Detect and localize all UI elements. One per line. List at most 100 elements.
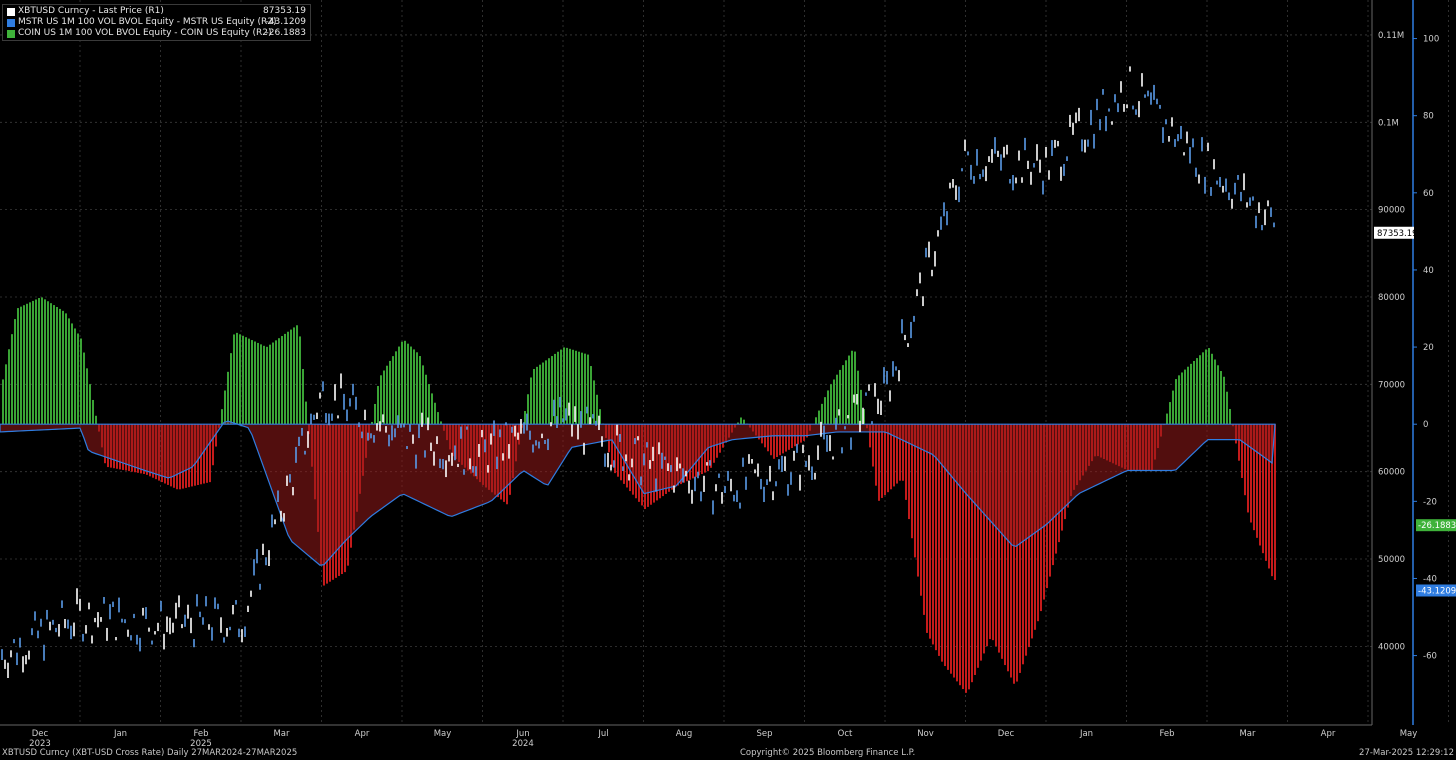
coin-bar [989,424,991,640]
r2-tick-label: -20 [1423,497,1437,507]
coin-bar [1004,424,1006,666]
r1-tick-label: 60000 [1378,468,1405,478]
x-tick-label: Dec [32,729,49,739]
coin-bar [86,368,88,425]
x-tick-label: Jan [113,729,127,739]
coin-bar [821,403,823,425]
coin-bar [53,305,55,425]
coin-bar [611,424,613,467]
coin-bar [884,424,886,496]
coin-bar [1256,424,1258,538]
coin-bar [1001,424,1003,659]
r1-tick-label: 80000 [1378,293,1405,303]
coin-bar [1241,424,1243,478]
r2-tick-label: 40 [1423,266,1434,276]
coin-bar [944,424,946,667]
legend-item-mstr: MSTR US 1M 100 VOL BVOL Equity - MSTR US… [7,17,306,28]
coin-bar [5,364,7,425]
coin-bar [47,301,49,425]
legend-label: XBTUSD Curncy - Last Price (R1) [18,6,164,16]
coin-bar [599,409,601,425]
coin-bar [2,379,4,425]
mstr-area [0,420,1276,566]
coin-bar [1211,353,1213,425]
coin-bar [881,424,883,498]
coin-bar [59,308,61,425]
coin-bar [593,380,595,425]
coin-bar [1019,424,1021,673]
legend-value: -26.1883 [265,28,306,38]
coin-bar [1166,413,1168,425]
coin-bar [566,347,568,425]
coin-bar [1175,379,1177,425]
x-tick-label: Jun [515,729,529,739]
r2-tick-label: -60 [1423,652,1437,662]
coin-bar [245,337,247,425]
r1-tick-label: 50000 [1378,555,1405,565]
coin-bar [296,325,298,425]
coin-bar [1265,424,1267,561]
coin-bar [773,424,775,459]
x-tick-label: May [1400,729,1418,739]
coin-bar [1226,391,1228,425]
coin-bar [845,360,847,425]
coin-bar [923,424,925,615]
coin-bar [860,389,862,425]
coin-bar [890,424,892,490]
coin-bar [977,424,979,668]
coin-bar [902,424,904,481]
coin-bar [584,353,586,425]
coin-bar [1208,348,1210,425]
mstr-area-series [0,420,1276,566]
coin-bar [428,384,430,425]
coin-last-tag [1416,519,1456,532]
coin-bar [290,329,292,425]
coin-bar [425,374,427,425]
coin-bar [35,299,37,425]
coin-bar [578,351,580,425]
coin-bar [1247,424,1249,513]
coin-bar [242,335,244,425]
mstr-last-tag [1416,584,1456,597]
coin-last-value: -26.1883 [1418,521,1456,531]
legend-item-price: XBTUSD Curncy - Last Price (R1) 87353.19 [7,6,306,17]
coin-bar [581,352,583,425]
footer-security-label: XBTUSD Curncy (XBT-USD Cross Rate) Daily… [2,748,298,758]
coin-bar [1217,365,1219,425]
legend-item-coin: COIN US 1M 100 VOL BVOL Equity - COIN US… [7,28,306,39]
coin-bar [779,424,781,456]
coin-bar [1025,424,1027,656]
coin-bar [965,424,967,693]
x-year-label: 2025 [190,739,212,749]
legend-swatch-coin [7,29,15,38]
coin-bar [920,424,922,596]
coin-bar [818,410,820,425]
legend: XBTUSD Curncy - Last Price (R1) 87353.19… [2,4,311,41]
coin-bar [44,299,46,425]
coin-bar [371,421,373,425]
coin-bar [875,424,877,486]
coin-bar [938,424,940,656]
coin-bar [587,354,589,425]
coin-bar [206,424,208,483]
coin-bar [836,374,838,425]
footer-timestamp: 27-Mar-2025 12:29:12 [1359,748,1454,758]
coin-bar [1268,424,1270,569]
coin-bar [737,422,739,425]
legend-value: 87353.19 [263,6,306,16]
coin-bar [917,424,919,577]
coin-bar [827,390,829,425]
coin-bar [872,424,874,467]
coin-bar [908,424,910,520]
coin-bar [437,412,439,425]
coin-bar [767,424,769,452]
coin-bar [1022,424,1024,665]
r2-tick-label: 80 [1423,112,1434,122]
coin-bar [740,417,742,425]
grid [0,0,1449,725]
coin-bar [380,375,382,425]
coin-bar [887,424,889,493]
x-year-label: 2024 [512,739,534,749]
